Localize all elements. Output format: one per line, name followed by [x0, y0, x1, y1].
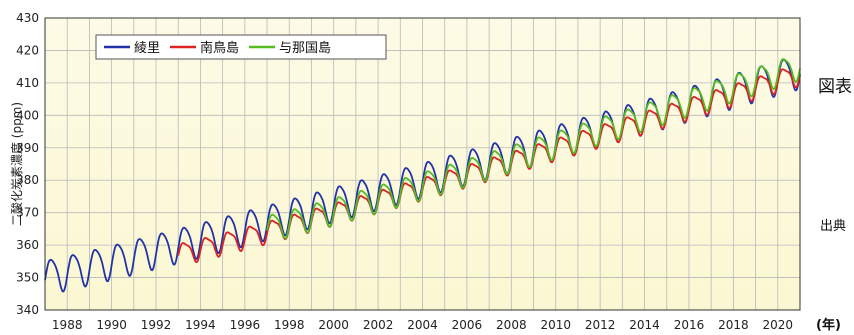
x-tick-label: 2020 [763, 318, 794, 332]
source-label: 出典 [820, 219, 847, 234]
legend-label-1: 南鳥島 [200, 40, 239, 56]
y-axis-label: 二酸化炭素濃度 (ppm) [9, 102, 24, 226]
y-tick-labels: 340 350 360 370 380 390 400 410 420 430 [16, 11, 39, 317]
y-tick-label: 340 [16, 303, 39, 317]
x-tick-label: 1996 [230, 318, 261, 332]
legend-label-2: 与那国島 [279, 41, 331, 56]
x-tick-label: 2006 [452, 318, 483, 332]
x-axis-unit: (年) [816, 317, 841, 333]
x-tick-label: 2018 [718, 318, 749, 332]
series-line-2 [266, 58, 801, 240]
figure-label: 図表 [818, 77, 852, 97]
legend-label-0: 綾里 [134, 40, 160, 56]
y-tick-label: 380 [16, 173, 39, 187]
y-tick-label: 360 [16, 238, 39, 252]
legend: 綾里 南鳥島 与那国島 [95, 34, 387, 60]
grid-lines [45, 17, 800, 311]
x-tick-label: 1988 [52, 318, 83, 332]
x-tick-label: 1990 [96, 318, 127, 332]
y-tick-label: 430 [16, 11, 39, 25]
x-tick-label: 2008 [496, 318, 527, 332]
y-tick-label: 390 [16, 141, 39, 155]
y-tick-label: 350 [16, 271, 39, 285]
x-tick-label: 2004 [407, 318, 438, 332]
x-tick-label: 1998 [274, 318, 305, 332]
x-tick-label: 2000 [318, 318, 349, 332]
x-tick-label: 1992 [141, 318, 172, 332]
y-tick-label: 400 [16, 108, 39, 122]
x-tick-label: 2002 [363, 318, 394, 332]
x-tick-label: 2014 [629, 318, 660, 332]
x-tick-label: 2012 [585, 318, 616, 332]
series-layer [44, 58, 801, 293]
x-tick-label: 2016 [674, 318, 705, 332]
x-tick-label: 1994 [185, 318, 216, 332]
legend-box [95, 34, 387, 60]
x-tick-labels: 1988 1990 1992 1994 1996 1998 2000 2002 2004 2006… [52, 318, 793, 332]
x-tick-label: 2010 [540, 318, 571, 332]
y-tick-label: 420 [16, 43, 39, 57]
plot-frame [44, 17, 801, 311]
y-tick-label: 370 [16, 206, 39, 220]
y-tick-label: 410 [16, 76, 39, 90]
